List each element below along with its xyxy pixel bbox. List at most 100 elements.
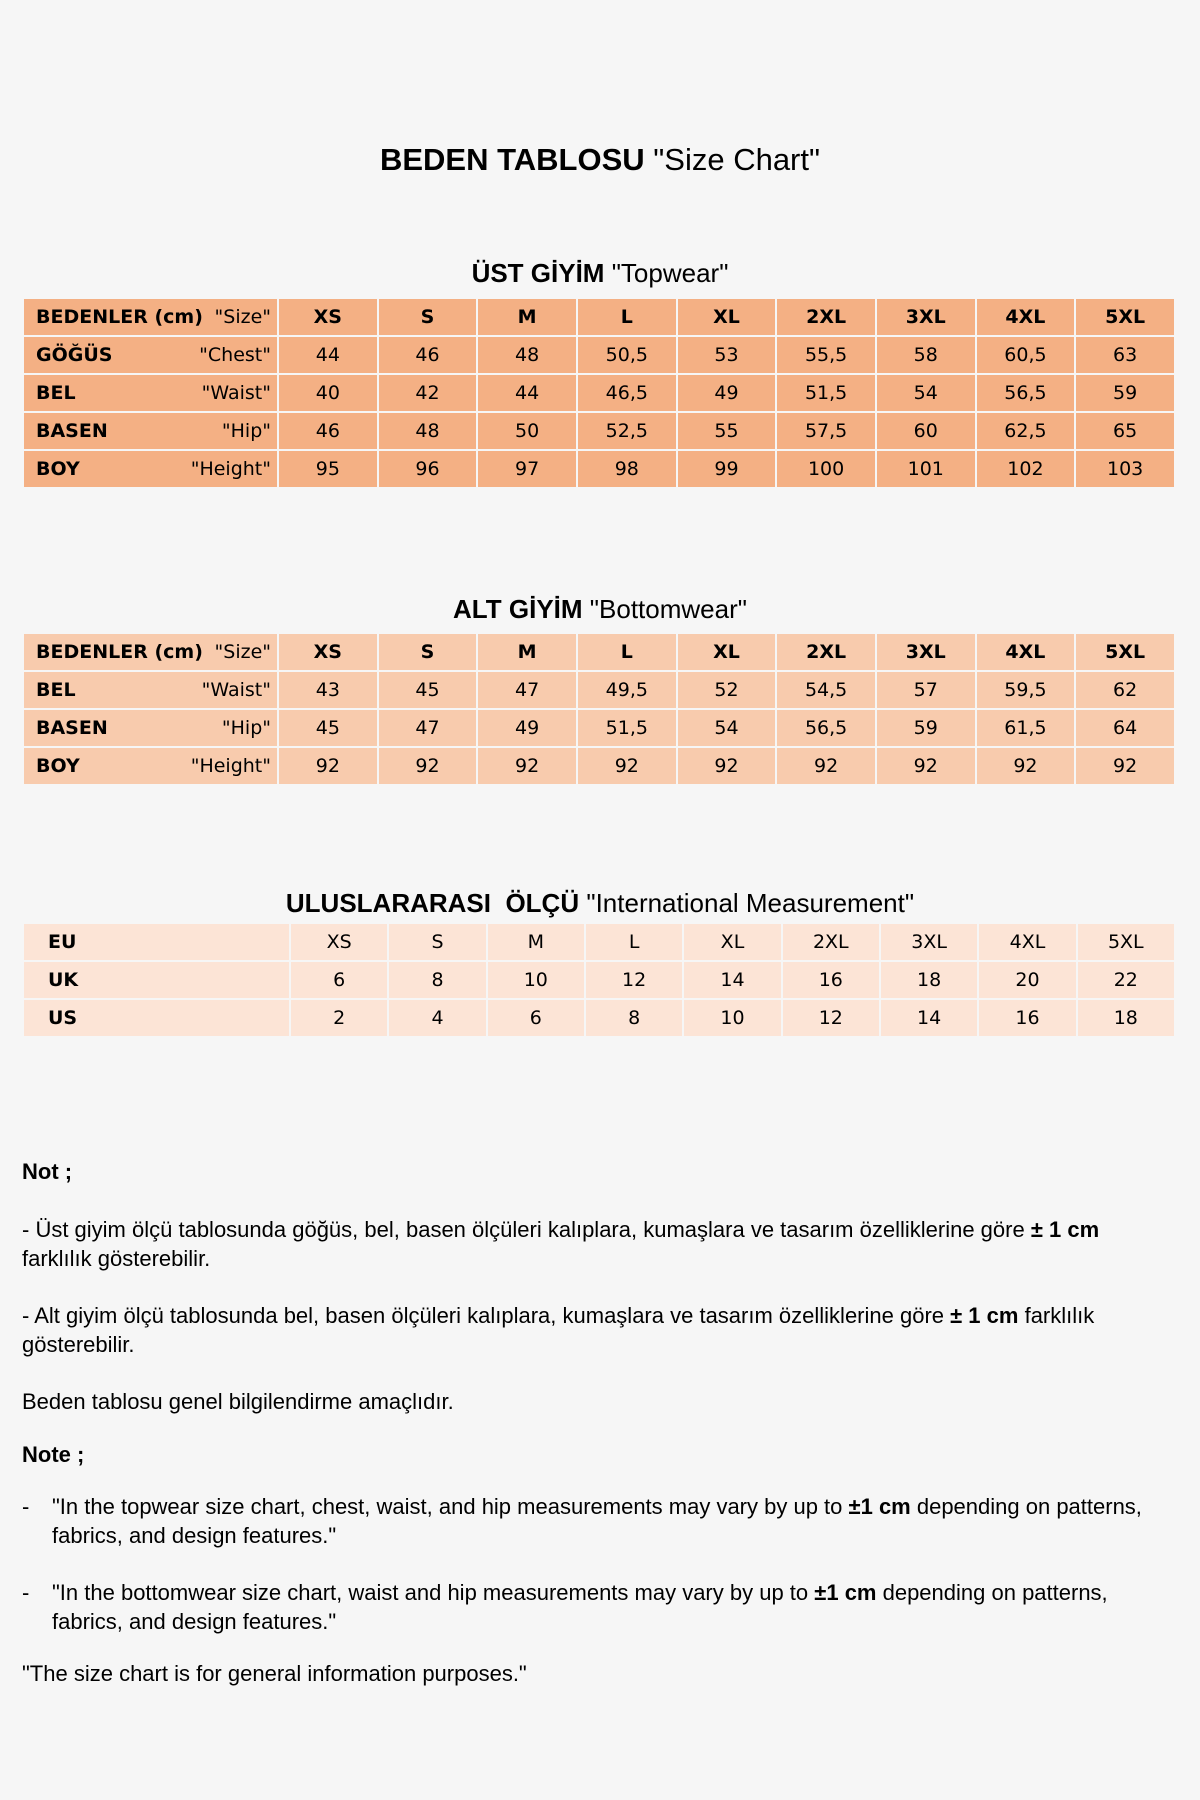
label-en: "Hip" [221,420,271,442]
value-cell: 42 [376,373,479,413]
table-row: "Chest" GÖĞÜS 44 46 48 50,5 53 55,5 58 60,5 63 [22,335,1176,375]
page-title: BEDEN TABLOSU "Size Chart" [379,142,820,177]
row-label: US [22,998,291,1038]
table-row: "Hip" BASEN 45 47 49 51,5 54 56,5 59 61,5 64 [22,708,1176,748]
value-cell: 22 [1075,960,1177,1000]
value-cell: 46 [376,335,479,375]
size-header: 5XL [1074,632,1176,672]
label-tr: BASEN [36,420,108,442]
value-cell: 16 [780,960,881,1000]
value-cell: 12 [780,998,881,1038]
size-header: 4XL [974,297,1077,337]
label-tr: BOY [36,458,80,480]
value-cell: 61,5 [974,708,1077,748]
size-header: M [476,632,578,672]
label-tr: BEL [36,382,76,404]
size-header: XS [277,297,379,337]
value-cell: 63 [1074,335,1176,375]
size-header: L [575,632,678,672]
note-tr-1: - Üst giyim ölçü tablosunda göğüs, bel, … [22,1217,1100,1271]
size-header: XL [675,632,778,672]
value-cell: 52,5 [575,411,678,451]
label-tr: GÖĞÜS [36,344,113,366]
note-tr-2: - Alt giyim ölçü tablosunda bel, basen ö… [22,1303,1095,1357]
note-en-2: - "In the bottomwear size chart, waist an… [22,1580,1108,1634]
value-cell: 56,5 [974,373,1077,413]
value-cell: 92 [1074,746,1176,786]
row-label: "Chest" GÖĞÜS [22,335,279,375]
value-cell: 92 [775,746,877,786]
size-header: 2XL [775,632,877,672]
value-cell: 12 [583,960,685,1000]
value-cell: 47 [476,670,578,710]
value-cell: 49,5 [575,670,678,710]
row-label: "Hip" BASEN [22,411,279,451]
table-row: "Waist" BEL 40 42 44 46,5 49 51,5 54 56,5 59 [22,373,1176,413]
value-cell: 53 [675,335,778,375]
label-tr: BOY [36,755,80,777]
value-cell: 43 [277,670,379,710]
notes-section: Not ; - Üst giyim ölçü tablosunda göğüs,… [22,1157,1172,1688]
size-header: XS [277,632,379,672]
value-cell: 18 [1075,998,1177,1038]
size-header: 3XL [874,297,977,337]
label-en: "Size" [214,306,271,328]
value-cell: L [583,922,685,962]
value-cell: 59 [874,708,977,748]
bottomwear-table: "Size" BEDENLER (cm) XS S M L XL 2XL 3XL 4XL 5XL "W… [22,632,1176,786]
value-cell: 48 [476,335,578,375]
table-row: "Height" BOY 95 96 97 98 99 100 101 102 103 [22,449,1176,489]
value-cell: 92 [277,746,379,786]
value-cell: 92 [575,746,678,786]
value-cell: 6 [288,960,390,1000]
value-cell: 6 [485,998,586,1038]
label-en: "Chest" [199,344,271,366]
value-cell: 16 [977,998,1078,1038]
topwear-heading: ÜST GİYİM "Topwear" [471,258,729,288]
value-cell: 57,5 [775,411,877,451]
value-cell: 60 [874,411,977,451]
size-header: 5XL [1074,297,1176,337]
value-cell: 45 [376,670,479,710]
value-cell: 46 [277,411,379,451]
size-header: 3XL [874,632,977,672]
size-header: M [476,297,578,337]
value-cell: 60,5 [974,335,1077,375]
note-en-3: "The size chart is for general informati… [22,1661,527,1686]
value-cell: 92 [675,746,778,786]
note-label: Note ; [22,1442,85,1467]
value-cell: 2XL [780,922,881,962]
value-cell: 100 [775,449,877,489]
note-tr-3: Beden tablosu genel bilgilendirme amaçlı… [22,1389,454,1414]
value-cell: 92 [874,746,977,786]
value-cell: 20 [977,960,1078,1000]
value-cell: 52 [675,670,778,710]
topwear-table: "Size" BEDENLER (cm) XS S M L XL 2XL 3XL 4XL 5XL "C… [22,297,1176,489]
international-table: EU XS S M L XL 2XL 3XL 4XL 5XL UK 6 8 10 12 14 16 18 20 22 U… [22,922,1177,1038]
bottomwear-heading: ALT GİYİM "Bottomwear" [453,594,747,624]
value-cell: 50 [476,411,578,451]
value-cell: 8 [387,960,488,1000]
label-tr: BEL [36,679,76,701]
value-cell: 95 [277,449,379,489]
value-cell: M [485,922,586,962]
value-cell: 50,5 [575,335,678,375]
row-label: "Hip" BASEN [22,708,279,748]
value-cell: 97 [476,449,578,489]
label-en: "Size" [214,641,271,663]
value-cell: 44 [476,373,578,413]
value-cell: 59,5 [974,670,1077,710]
size-header: XL [675,297,778,337]
row-label: "Waist" BEL [22,670,279,710]
value-cell: 92 [476,746,578,786]
row-label: UK [22,960,291,1000]
value-cell: 47 [376,708,479,748]
value-cell: 44 [277,335,379,375]
label-en: "Height" [190,458,271,480]
value-cell: 8 [583,998,685,1038]
label-en: "Height" [190,755,271,777]
size-header: 4XL [974,632,1077,672]
value-cell: 64 [1074,708,1176,748]
size-header: L [575,297,678,337]
value-cell: 54 [874,373,977,413]
